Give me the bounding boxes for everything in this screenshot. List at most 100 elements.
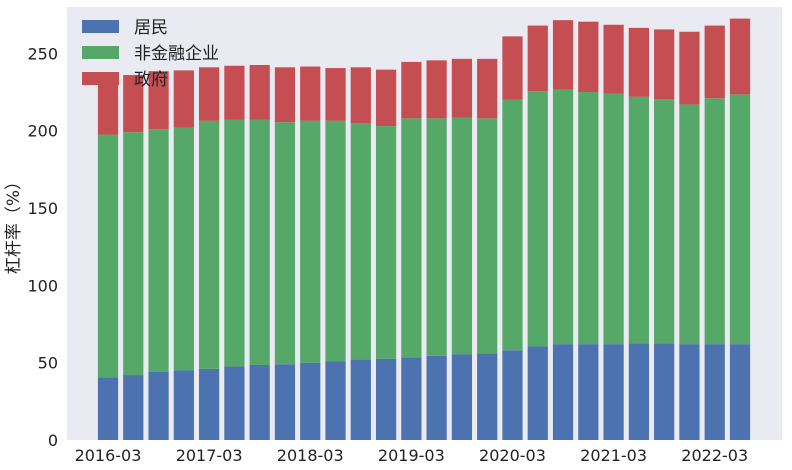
bar-series0-2017-09 bbox=[249, 365, 270, 440]
bar-series2-2020-12 bbox=[578, 21, 599, 93]
bar-series2-2022-03 bbox=[704, 25, 725, 99]
bar-series2-2018-09 bbox=[350, 67, 371, 123]
bar-series1-2021-12 bbox=[679, 104, 700, 345]
bar-series0-2016-12 bbox=[173, 370, 194, 440]
x-axis-ticks: 2016-03 2017-03 2018-03 2019-03 2020-03 2021-… bbox=[75, 446, 749, 465]
legend-label-0: 居民 bbox=[134, 18, 168, 38]
bar-series0-2022-03 bbox=[704, 344, 725, 440]
y-axis-ticks: 0 50 100 150 200 250 bbox=[27, 44, 58, 450]
bar-series0-2018-09 bbox=[350, 359, 371, 440]
bar-series0-2021-09 bbox=[654, 343, 675, 440]
bar-series0-2017-06 bbox=[224, 366, 245, 440]
bar-series2-2018-06 bbox=[325, 68, 346, 121]
y-tick-label: 200 bbox=[27, 122, 58, 141]
bar-series2-2016-06 bbox=[123, 75, 144, 133]
bar-series2-2019-06 bbox=[426, 60, 447, 119]
x-tick-label: 2020-03 bbox=[479, 446, 546, 465]
x-tick-label: 2021-03 bbox=[580, 446, 647, 465]
bar-series2-2017-12 bbox=[274, 67, 296, 123]
bar-series2-2022-06 bbox=[729, 18, 751, 95]
y-tick-label: 150 bbox=[27, 199, 58, 218]
bar-series2-2017-03 bbox=[199, 67, 220, 121]
bar-series1-2018-03 bbox=[300, 120, 321, 363]
bars-group bbox=[97, 18, 751, 440]
bar-series1-2017-03 bbox=[199, 120, 220, 369]
bar-series1-2016-03 bbox=[97, 134, 119, 378]
bar-series1-2021-09 bbox=[654, 99, 675, 344]
bar-series0-2019-09 bbox=[451, 354, 473, 440]
bar-series2-2019-09 bbox=[451, 58, 473, 118]
x-tick-label: 2017-03 bbox=[176, 446, 243, 465]
bar-series2-2020-03 bbox=[502, 36, 523, 100]
legend-label-2: 政府 bbox=[134, 70, 168, 90]
x-tick-label: 2022-03 bbox=[681, 446, 748, 465]
bar-series0-2019-06 bbox=[426, 355, 447, 440]
bar-series0-2016-03 bbox=[97, 377, 119, 440]
bar-series1-2016-06 bbox=[123, 132, 144, 376]
bar-series1-2020-12 bbox=[578, 92, 599, 345]
bar-series2-2021-12 bbox=[679, 31, 700, 105]
bar-series1-2016-09 bbox=[148, 129, 169, 372]
bar-series2-2021-09 bbox=[654, 29, 675, 100]
bar-series1-2018-12 bbox=[375, 126, 397, 359]
bar-series1-2018-09 bbox=[350, 122, 371, 360]
bar-series0-2018-03 bbox=[300, 362, 321, 440]
bar-series2-2019-03 bbox=[401, 61, 422, 119]
bar-series0-2020-09 bbox=[552, 344, 574, 440]
bar-series0-2016-06 bbox=[123, 375, 144, 440]
y-tick-label: 250 bbox=[27, 44, 58, 63]
legend-swatch-2 bbox=[82, 72, 119, 85]
bar-series0-2016-09 bbox=[148, 371, 169, 440]
bar-series0-2017-03 bbox=[199, 368, 220, 440]
bar-series0-2021-06 bbox=[628, 343, 649, 440]
legend-swatch-0 bbox=[82, 20, 119, 33]
bar-series0-2017-12 bbox=[274, 364, 296, 440]
y-tick-label: 50 bbox=[38, 354, 58, 373]
bar-series1-2016-12 bbox=[173, 127, 194, 371]
bar-series1-2022-03 bbox=[704, 98, 725, 345]
legend-label-1: 非金融企业 bbox=[134, 44, 219, 64]
bar-series2-2017-06 bbox=[224, 65, 245, 120]
bar-series1-2017-12 bbox=[274, 122, 296, 365]
bar-series0-2020-06 bbox=[527, 346, 548, 440]
bar-series1-2019-06 bbox=[426, 118, 447, 356]
bar-series2-2016-09 bbox=[148, 71, 169, 130]
bar-series1-2019-09 bbox=[451, 117, 473, 355]
bar-series0-2020-12 bbox=[578, 344, 599, 440]
x-tick-label: 2018-03 bbox=[277, 446, 344, 465]
bar-series0-2019-12 bbox=[477, 353, 498, 440]
bar-series1-2021-06 bbox=[628, 96, 649, 344]
bar-series0-2021-12 bbox=[679, 344, 700, 440]
bar-series1-2020-09 bbox=[552, 89, 574, 345]
bar-series0-2018-06 bbox=[325, 361, 346, 440]
bar-series2-2018-03 bbox=[300, 66, 321, 121]
x-tick-label: 2016-03 bbox=[75, 446, 142, 465]
bar-series0-2020-03 bbox=[502, 350, 523, 440]
bar-series0-2019-03 bbox=[401, 357, 422, 440]
bar-series1-2017-06 bbox=[224, 119, 245, 367]
bar-series1-2022-06 bbox=[729, 94, 751, 345]
bar-series0-2022-06 bbox=[729, 344, 751, 440]
bar-series1-2020-06 bbox=[527, 91, 548, 347]
bar-series2-2019-12 bbox=[477, 58, 498, 119]
bar-series1-2019-03 bbox=[401, 118, 422, 358]
bar-series2-2016-12 bbox=[173, 70, 194, 128]
bar-series2-2020-09 bbox=[552, 20, 574, 90]
bar-series2-2021-06 bbox=[628, 27, 649, 97]
bar-series2-2020-06 bbox=[527, 25, 548, 92]
bar-series0-2021-03 bbox=[603, 344, 624, 440]
bar-series0-2018-12 bbox=[375, 358, 397, 440]
bar-series2-2017-09 bbox=[249, 64, 270, 120]
bar-series2-2016-03 bbox=[97, 75, 119, 135]
bar-series1-2021-03 bbox=[603, 93, 624, 345]
bar-series2-2021-03 bbox=[603, 24, 624, 94]
x-tick-label: 2019-03 bbox=[378, 446, 445, 465]
y-axis-label: 杠杆率（%） bbox=[4, 173, 24, 274]
bar-series1-2019-12 bbox=[477, 118, 498, 354]
y-tick-label: 0 bbox=[48, 431, 58, 450]
bar-series1-2018-06 bbox=[325, 120, 346, 362]
bar-series2-2018-12 bbox=[375, 69, 397, 127]
y-tick-label: 100 bbox=[27, 276, 58, 295]
